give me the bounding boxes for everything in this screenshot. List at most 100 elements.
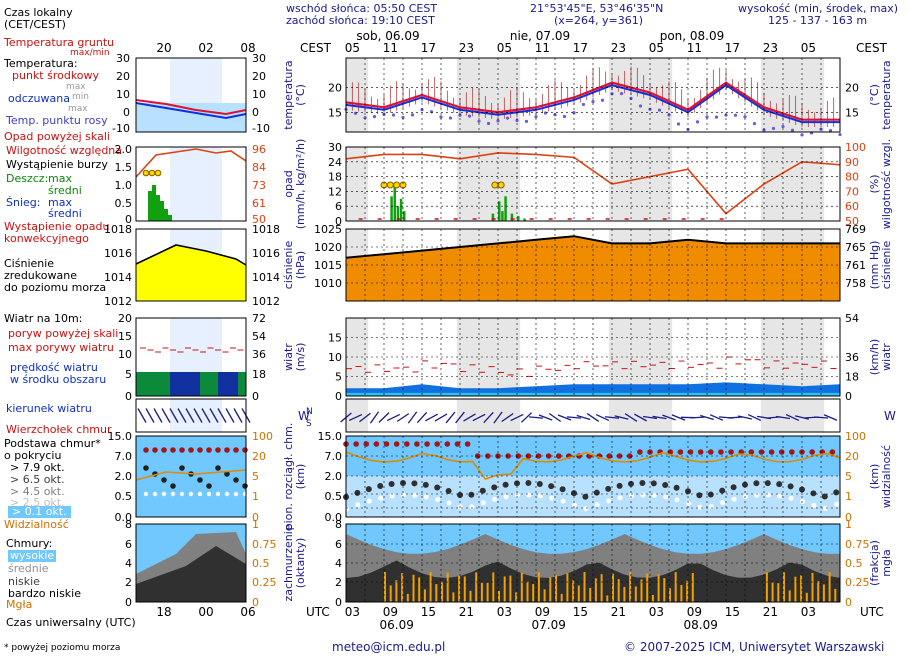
wind-arrow <box>785 413 800 422</box>
wind-arrow <box>407 411 418 424</box>
fog-bar <box>640 579 643 602</box>
fog-bar <box>526 581 529 602</box>
dew-point-dot <box>572 111 576 115</box>
cb-dot <box>758 449 765 455</box>
cloud-base-dot-light <box>708 504 714 510</box>
fog-bar <box>458 575 461 602</box>
bottom-day-label: 06.09 <box>379 618 413 632</box>
storm-symbol <box>393 181 401 189</box>
fog-bar <box>589 587 592 602</box>
precip-tick-left: 0 <box>335 215 342 228</box>
night-band <box>456 58 521 132</box>
mini-temp-tick-r: 0 <box>252 106 259 119</box>
fog-bar <box>623 586 626 602</box>
legend-rain: Deszcz: <box>6 172 49 185</box>
dew-point-dot <box>496 119 500 123</box>
cloud-base-dot <box>548 483 555 490</box>
wind-tick-right: 54 <box>845 312 859 325</box>
cb-dot <box>505 453 511 459</box>
mini-pressure-line <box>135 244 247 266</box>
mini-cloud-base-dot-light <box>242 491 248 497</box>
mini-humidity-line <box>135 148 247 178</box>
wind-arrow <box>823 414 838 421</box>
cb-dot <box>768 449 775 455</box>
cloud-base-dot <box>434 484 441 491</box>
cloud-base-dot <box>365 486 372 493</box>
fog-bar <box>537 572 540 602</box>
legend-okt1: > 7.9 okt. <box>10 461 65 474</box>
compass-w-right: W <box>884 409 896 423</box>
temp-tick-left: 15 <box>328 106 342 119</box>
legend-snow-mid: średni <box>48 207 82 220</box>
legend-local-time: Czas lokalny <box>4 6 73 19</box>
mini-pressure-tick: 1016 <box>104 247 132 260</box>
wind-arrow <box>634 413 647 422</box>
wind-arrow <box>624 413 638 422</box>
cloud-base-dot <box>696 492 703 499</box>
mini-precip-bar <box>156 195 160 221</box>
precip-bar <box>510 213 514 221</box>
cb-dot <box>829 449 836 455</box>
mini-cloud-base-dot <box>179 465 185 471</box>
cover-tick-left: 2 <box>335 576 342 589</box>
fog-bar <box>765 572 768 602</box>
cb-dot <box>464 441 471 447</box>
night-band <box>456 147 521 221</box>
mini-wind-arrow <box>217 408 227 423</box>
fog-bar <box>406 593 409 602</box>
fog-bar <box>800 575 803 602</box>
dew-point-dot <box>762 128 766 132</box>
mini-humidity-tick: 61 <box>252 197 266 210</box>
cloud-base-dot <box>571 490 577 497</box>
dew-point-dot <box>524 119 529 123</box>
cloud-base-dot <box>559 486 566 493</box>
cb-dot <box>748 449 755 455</box>
bottom-hour-label: 09 <box>687 605 702 619</box>
legend-pressure2: zredukowane <box>4 269 77 282</box>
mini-pressure-tick: 1012 <box>104 295 132 308</box>
axis-title-left: temperatura <box>282 60 295 129</box>
mini-wind-tick-r: 18 <box>252 368 266 381</box>
wind-arrow <box>728 416 743 419</box>
cloud-base-dot-light <box>526 492 532 498</box>
axis-unit-left: (m/s) <box>294 343 307 372</box>
cb-dot <box>424 441 430 447</box>
mini-pressure-tick-r: 1014 <box>252 271 280 284</box>
fog-bar <box>663 578 666 602</box>
night-band <box>346 399 354 432</box>
mini-cover-tick: 6 <box>125 538 132 551</box>
legend-okt5: > 0.1 okt. <box>8 506 71 518</box>
mini-cloud-base-dot-light <box>206 491 212 497</box>
visibility-tick-right: 0 <box>845 511 852 524</box>
cloud-base-dot <box>422 481 429 488</box>
cloud-base-dot <box>377 483 384 490</box>
legend-okt2: > 6.5 okt. <box>10 473 65 486</box>
mini-fog-tick: 0 <box>252 596 259 609</box>
dew-point-dot <box>781 124 785 129</box>
dew-point-dot <box>458 113 462 117</box>
top-day-label: nie, 07.09 <box>510 29 570 43</box>
cb-dot <box>525 453 532 459</box>
mini-cloud-tick: 2.0 <box>115 470 133 483</box>
mini-temp-tick-r: 30 <box>252 52 266 65</box>
wind-arrow <box>472 413 486 422</box>
dew-point-dot <box>477 119 481 123</box>
axis-unit-left: (°C) <box>294 84 307 106</box>
legend-wind-dir: kierunek wiatru <box>6 402 92 415</box>
contact-email[interactable]: meteo@icm.edu.pl <box>332 640 446 654</box>
fog-bar <box>486 582 489 602</box>
mini-wind-arrow <box>209 408 219 423</box>
cloud-base-dot-light <box>788 495 794 501</box>
fog-bar <box>520 572 523 602</box>
wind-arrow <box>493 411 503 424</box>
precip-bar <box>403 211 406 221</box>
wind-arrow <box>795 415 809 420</box>
mini-precip-tick: 2.0 <box>115 143 133 156</box>
cloud-base-dot-light <box>629 493 634 499</box>
wind-dir-panel-frame <box>345 398 841 433</box>
night-band <box>760 147 825 221</box>
temp-tick-right: 15 <box>845 106 859 119</box>
wind-arrow <box>652 415 667 420</box>
fog-bar <box>691 573 694 602</box>
cloud-base-dot <box>400 480 406 487</box>
